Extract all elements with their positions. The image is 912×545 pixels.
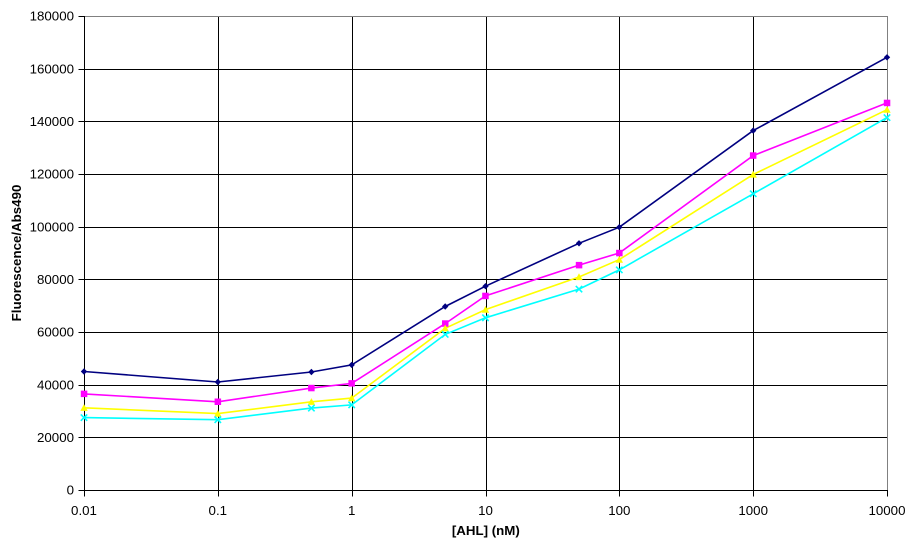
svg-text:100: 100: [608, 503, 630, 518]
svg-text:40000: 40000: [37, 377, 74, 392]
svg-text:0.1: 0.1: [209, 503, 228, 518]
svg-text:160000: 160000: [30, 61, 74, 76]
svg-text:180000: 180000: [30, 9, 74, 24]
svg-text:0.01: 0.01: [71, 503, 97, 518]
svg-text:60000: 60000: [37, 325, 74, 340]
svg-text:0: 0: [67, 483, 74, 498]
svg-text:1000: 1000: [738, 503, 768, 518]
svg-text:100000: 100000: [30, 219, 74, 234]
svg-text:20000: 20000: [37, 430, 74, 445]
svg-text:Fluorescence/Abs490: Fluorescence/Abs490: [9, 185, 24, 322]
svg-text:140000: 140000: [30, 114, 74, 129]
svg-text:1: 1: [348, 503, 355, 518]
svg-text:10000: 10000: [869, 503, 906, 518]
svg-text:[AHL] (nM): [AHL] (nM): [452, 523, 520, 538]
svg-text:10: 10: [478, 503, 493, 518]
svg-text:80000: 80000: [37, 272, 74, 287]
svg-text:120000: 120000: [30, 167, 74, 182]
